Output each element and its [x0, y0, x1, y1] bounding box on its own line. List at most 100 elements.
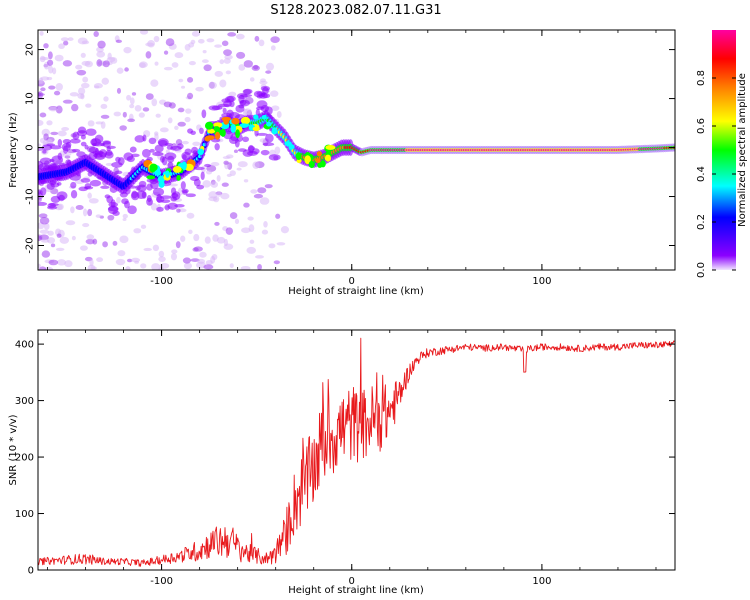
- snr-ylabel: SNR (10 * v/v): [8, 414, 19, 485]
- spectrogram-knot: [266, 121, 272, 127]
- spectrogram-speckle: [174, 125, 179, 130]
- spectrogram-speckle: [116, 196, 121, 204]
- spectrogram-ytick-label: -10: [25, 188, 36, 204]
- spectrogram-speckle: [163, 50, 169, 55]
- spectrogram-speckle: [84, 60, 93, 68]
- spectrogram-blob: [167, 155, 175, 163]
- spectrogram-speckle: [48, 85, 56, 90]
- spectrogram-speckle: [228, 91, 237, 97]
- spectrogram-speckle: [87, 208, 93, 217]
- spectrogram-speckle: [274, 146, 281, 155]
- spectrogram-speckle: [210, 161, 220, 167]
- spectrogram-speckle: [158, 250, 165, 258]
- spectrogram-blob: [80, 141, 87, 147]
- spectrogram-speckle: [174, 52, 184, 59]
- spectrogram-blob: [129, 146, 137, 153]
- spectrogram-blob: [262, 142, 275, 147]
- spectrogram-blob: [148, 137, 157, 145]
- spectrogram-speckle: [126, 94, 132, 101]
- spectrogram-speckle: [201, 59, 209, 63]
- spectrogram-blob: [49, 158, 55, 163]
- spectrogram-speckle: [223, 160, 229, 165]
- spectrogram-blob: [100, 142, 106, 147]
- spectrogram-speckle: [181, 140, 189, 145]
- spectrogram-speckle: [38, 119, 44, 127]
- spectrogram-blob: [85, 128, 97, 136]
- spectrogram-speckle: [107, 52, 112, 60]
- spectrogram-speckle: [125, 266, 131, 270]
- spectrogram-speckle: [216, 174, 221, 182]
- spectrogram-speckle: [254, 35, 260, 42]
- spectrogram-blob: [171, 191, 181, 201]
- spectrogram-frame: [37, 29, 676, 271]
- spectrogram-blob: [161, 156, 168, 166]
- spectrogram-knot: [308, 160, 315, 169]
- spectrogram-blob: [71, 148, 81, 153]
- spectrogram-speckle: [100, 114, 110, 119]
- spectrogram-speckle: [55, 82, 63, 91]
- spectrogram-blob: [196, 184, 205, 190]
- spectrogram-blob: [256, 94, 263, 99]
- spectrogram-blob: [70, 181, 77, 189]
- spectrogram-speckle: [103, 96, 109, 102]
- spectrogram-blob: [239, 99, 250, 107]
- spectrogram-speckle: [236, 51, 246, 59]
- spectrogram-knot: [231, 117, 240, 125]
- spectrogram-blob: [201, 109, 207, 119]
- spectrogram-blob: [146, 197, 153, 206]
- snr-xtick-label: 100: [532, 576, 551, 587]
- spectrogram-blob: [255, 106, 265, 111]
- spectrogram-speckle: [47, 230, 54, 236]
- spectrogram-blob: [104, 194, 111, 199]
- spectrogram-speckle: [248, 224, 255, 233]
- spectrogram-knot: [213, 126, 220, 132]
- spectrogram-blob: [72, 131, 80, 140]
- spectrogram-speckle: [38, 143, 42, 147]
- spectrogram-speckle: [67, 37, 74, 41]
- spectrogram-speckle: [140, 263, 147, 269]
- spectrogram-speckle: [100, 121, 106, 129]
- spectrogram-speckle: [263, 220, 268, 228]
- spectrogram-speckle: [276, 242, 286, 246]
- spectrogram-speckle: [54, 54, 64, 62]
- spectrogram-speckle: [225, 227, 233, 235]
- spectrogram-speckle: [79, 245, 88, 251]
- spectrogram-speckle: [249, 239, 255, 244]
- spectrogram-speckle: [237, 161, 248, 168]
- spectrogram-blob: [90, 138, 102, 146]
- spectrogram-speckle: [193, 233, 200, 242]
- spectrogram-speckle: [134, 104, 142, 112]
- spectrogram-speckle: [265, 70, 272, 74]
- spectrogram-speckle: [46, 237, 56, 244]
- spectrogram-speckle: [48, 259, 59, 266]
- spectrogram-blob: [152, 187, 165, 197]
- spectrogram-blob: [211, 105, 223, 111]
- spectrogram-speckle: [163, 66, 173, 71]
- spectrogram-speckle: [78, 87, 86, 95]
- spectrogram-blob: [47, 202, 56, 209]
- spectrogram-knot: [176, 174, 181, 181]
- spectrogram-speckle: [75, 204, 84, 210]
- spectrogram-blob: [242, 149, 254, 157]
- spectrogram-speckle: [56, 233, 62, 238]
- spectrogram-speckle: [191, 30, 201, 37]
- spectrogram-knot: [284, 141, 292, 147]
- snr-xtick-label: 0: [349, 576, 355, 587]
- spectrogram-blob: [167, 202, 178, 210]
- spectrogram-speckle: [177, 107, 185, 113]
- spectrogram-xtick-label: 0: [349, 276, 355, 287]
- spectrogram-speckle: [270, 36, 280, 43]
- spectrogram-speckle: [225, 70, 232, 75]
- spectrogram-speckle: [158, 256, 166, 263]
- spectrogram-knot: [223, 117, 229, 125]
- spectrogram-speckle: [180, 85, 186, 89]
- spectrogram-blob: [142, 134, 147, 142]
- spectrogram-knot: [316, 151, 322, 157]
- spectrogram-speckle: [101, 77, 110, 85]
- spectrogram-speckle: [171, 62, 179, 68]
- spectrogram-knot: [158, 180, 165, 188]
- spectrogram-blob: [107, 205, 119, 215]
- spectrogram-blob: [46, 182, 55, 190]
- spectrogram-speckle: [210, 255, 216, 264]
